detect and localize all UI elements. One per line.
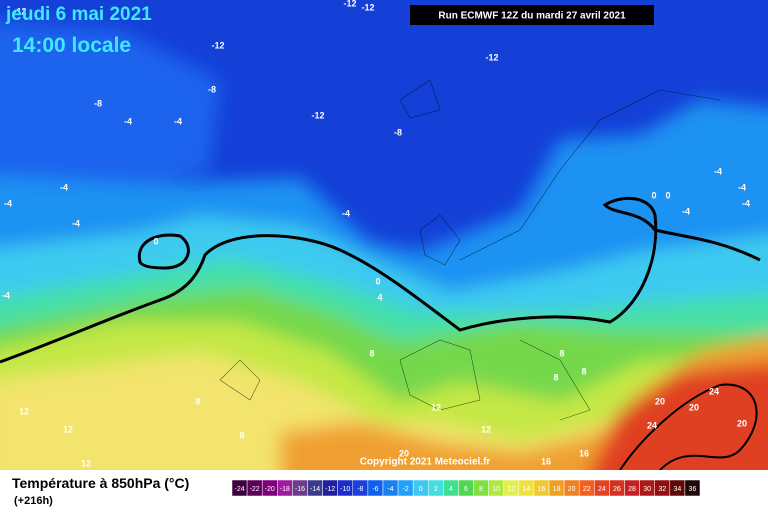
contour-label: 0 xyxy=(665,190,670,200)
zero-isotherm-loop xyxy=(137,233,190,270)
colorbar-label: -10 xyxy=(340,486,350,493)
colorbar-label: 14 xyxy=(522,486,530,493)
colorbar-label: 10 xyxy=(492,486,500,493)
contour-label: 4 xyxy=(377,292,382,302)
colorbar-label: 32 xyxy=(658,486,666,493)
contour-label: 12 xyxy=(431,402,441,412)
colorbar-label: 16 xyxy=(538,486,546,493)
colorbar-label: -6 xyxy=(372,486,378,493)
contour-label: 24 xyxy=(709,386,719,396)
run-box xyxy=(410,5,654,25)
contour-label: 20 xyxy=(689,402,699,412)
contour-label: 16 xyxy=(541,456,551,466)
contour-label: 20 xyxy=(655,396,665,406)
colorbar-label: -2 xyxy=(402,486,408,493)
contour-label: 12 xyxy=(19,406,29,416)
colorbar: -24 -22 -20 -18 -16 -14 -12 -10 -8 -6 -4 -2 0 2 4 6 8 10 1… xyxy=(231,479,701,497)
colorbar-label: -22 xyxy=(250,486,260,493)
contour-label: 8 xyxy=(369,348,374,358)
contour-label: 8 xyxy=(553,372,558,382)
temperature-field: -12 -12 -12 -12 -12 -12 -8 -8 -8 -4 -4 -4 -4 -4 -4 -4 -4… xyxy=(0,0,768,470)
contour-label: -12 xyxy=(13,6,26,16)
legend-title: Température à 850hPa (°C) xyxy=(12,475,189,491)
contour-label: -4 xyxy=(4,198,12,208)
colorbar-label: -4 xyxy=(387,486,393,493)
contour-label: -4 xyxy=(714,166,722,176)
contour-label: 24 xyxy=(647,420,657,430)
contour-label: -4 xyxy=(72,218,80,228)
contour-label: -12 xyxy=(361,2,374,12)
colorbar-label: -20 xyxy=(265,486,275,493)
contour-labels: -12 -12 -12 -12 -12 -12 -8 -8 -8 -4 -4 -4 -4 -4 -4 -4 -4… xyxy=(2,0,750,468)
colorbar-label: -14 xyxy=(310,486,320,493)
colorbar-label: -18 xyxy=(280,486,290,493)
contour-label: -4 xyxy=(2,290,10,300)
run-text: Run ECMWF 12Z du mardi 27 avril 2021 xyxy=(438,11,626,22)
colorbar-label: 22 xyxy=(583,486,591,493)
contour-label: -8 xyxy=(94,98,102,108)
contour-label: 12 xyxy=(481,424,491,434)
colorbar-label: -8 xyxy=(357,486,363,493)
contour-label: -4 xyxy=(742,198,750,208)
colorbar-label: -24 xyxy=(234,486,244,493)
colorbar-label: 30 xyxy=(643,486,651,493)
colorbar-label: 28 xyxy=(628,486,636,493)
contour-label: 0 xyxy=(375,276,380,286)
colorbar-label: 0 xyxy=(419,486,423,493)
coastlines xyxy=(219,79,721,421)
contour-label: -4 xyxy=(738,182,746,192)
colorbar-label: 4 xyxy=(449,486,453,493)
colorbar-label: -12 xyxy=(325,486,335,493)
zero-isotherm xyxy=(0,196,761,364)
lead-time: (+216h) xyxy=(14,495,53,507)
colorbar-label: 12 xyxy=(507,486,515,493)
contour-label: 12 xyxy=(63,424,73,434)
colorbar-label: 20 xyxy=(568,486,576,493)
colorbar-label: 24 xyxy=(598,486,606,493)
colorbar-label: 26 xyxy=(613,486,621,493)
contour-label: -8 xyxy=(208,84,216,94)
colorbar-label: 34 xyxy=(673,486,681,493)
contour-label: 8 xyxy=(195,396,200,406)
copyright: Copyright 2021 Meteociel.fr xyxy=(360,457,491,468)
contour-label: 20 xyxy=(737,418,747,428)
time-text: 14:00 locale xyxy=(12,34,131,57)
colorbar-label: 6 xyxy=(464,486,468,493)
contour-label: 8 xyxy=(239,430,244,440)
contour-label: 12 xyxy=(81,458,91,468)
colorbar-label: -16 xyxy=(295,486,305,493)
colorbar-label: 2 xyxy=(434,486,438,493)
colorbar-label: 36 xyxy=(689,486,697,493)
contour-label: 0 xyxy=(153,236,158,246)
contour-label: -12 xyxy=(211,40,224,50)
colorbar-swatch xyxy=(684,479,701,497)
contour-label: -4 xyxy=(60,182,68,192)
contour-label: -4 xyxy=(342,208,350,218)
colorbar-label: 8 xyxy=(479,486,483,493)
contour-label: -4 xyxy=(174,116,182,126)
contour-label: -12 xyxy=(311,110,324,120)
contour-label: 20 xyxy=(399,448,409,458)
contour-label: -8 xyxy=(394,127,402,137)
contour-label: -12 xyxy=(343,0,356,8)
contour-label: -4 xyxy=(124,116,132,126)
date-text: jeudi 6 mai 2021 xyxy=(5,4,152,25)
contour-label: 0 xyxy=(651,190,656,200)
colorbar-label: 18 xyxy=(553,486,561,493)
isotherm-24 xyxy=(619,383,758,470)
contour-label: 8 xyxy=(581,366,586,376)
contour-label: 16 xyxy=(579,448,589,458)
contour-label: -12 xyxy=(485,52,498,62)
contour-label: 8 xyxy=(559,348,564,358)
contour-label: -4 xyxy=(682,206,690,216)
